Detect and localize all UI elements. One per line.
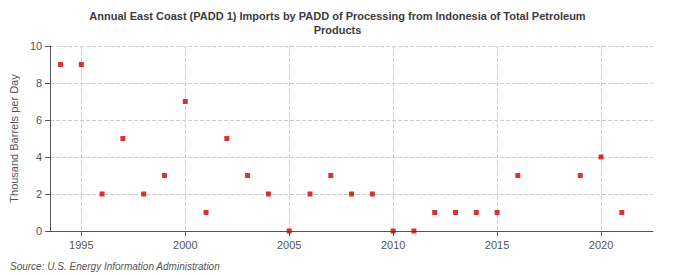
svg-text:Thousand Barrels per Day: Thousand Barrels per Day bbox=[8, 74, 20, 203]
svg-text:1995: 1995 bbox=[69, 239, 93, 251]
svg-text:8: 8 bbox=[36, 77, 42, 89]
svg-text:2020: 2020 bbox=[589, 239, 613, 251]
svg-text:2015: 2015 bbox=[485, 239, 509, 251]
svg-text:Products: Products bbox=[314, 24, 362, 36]
svg-text:2: 2 bbox=[36, 188, 42, 200]
svg-text:2010: 2010 bbox=[381, 239, 405, 251]
svg-text:Source: U.S. Energy Informatio: Source: U.S. Energy Information Administ… bbox=[10, 261, 220, 272]
svg-text:4: 4 bbox=[36, 151, 42, 163]
svg-text:10: 10 bbox=[30, 40, 42, 52]
svg-text:Annual East Coast (PADD 1) Imp: Annual East Coast (PADD 1) Imports by PA… bbox=[89, 10, 586, 22]
svg-text:2000: 2000 bbox=[173, 239, 197, 251]
svg-text:0: 0 bbox=[36, 225, 42, 237]
svg-text:2005: 2005 bbox=[277, 239, 301, 251]
svg-text:6: 6 bbox=[36, 114, 42, 126]
